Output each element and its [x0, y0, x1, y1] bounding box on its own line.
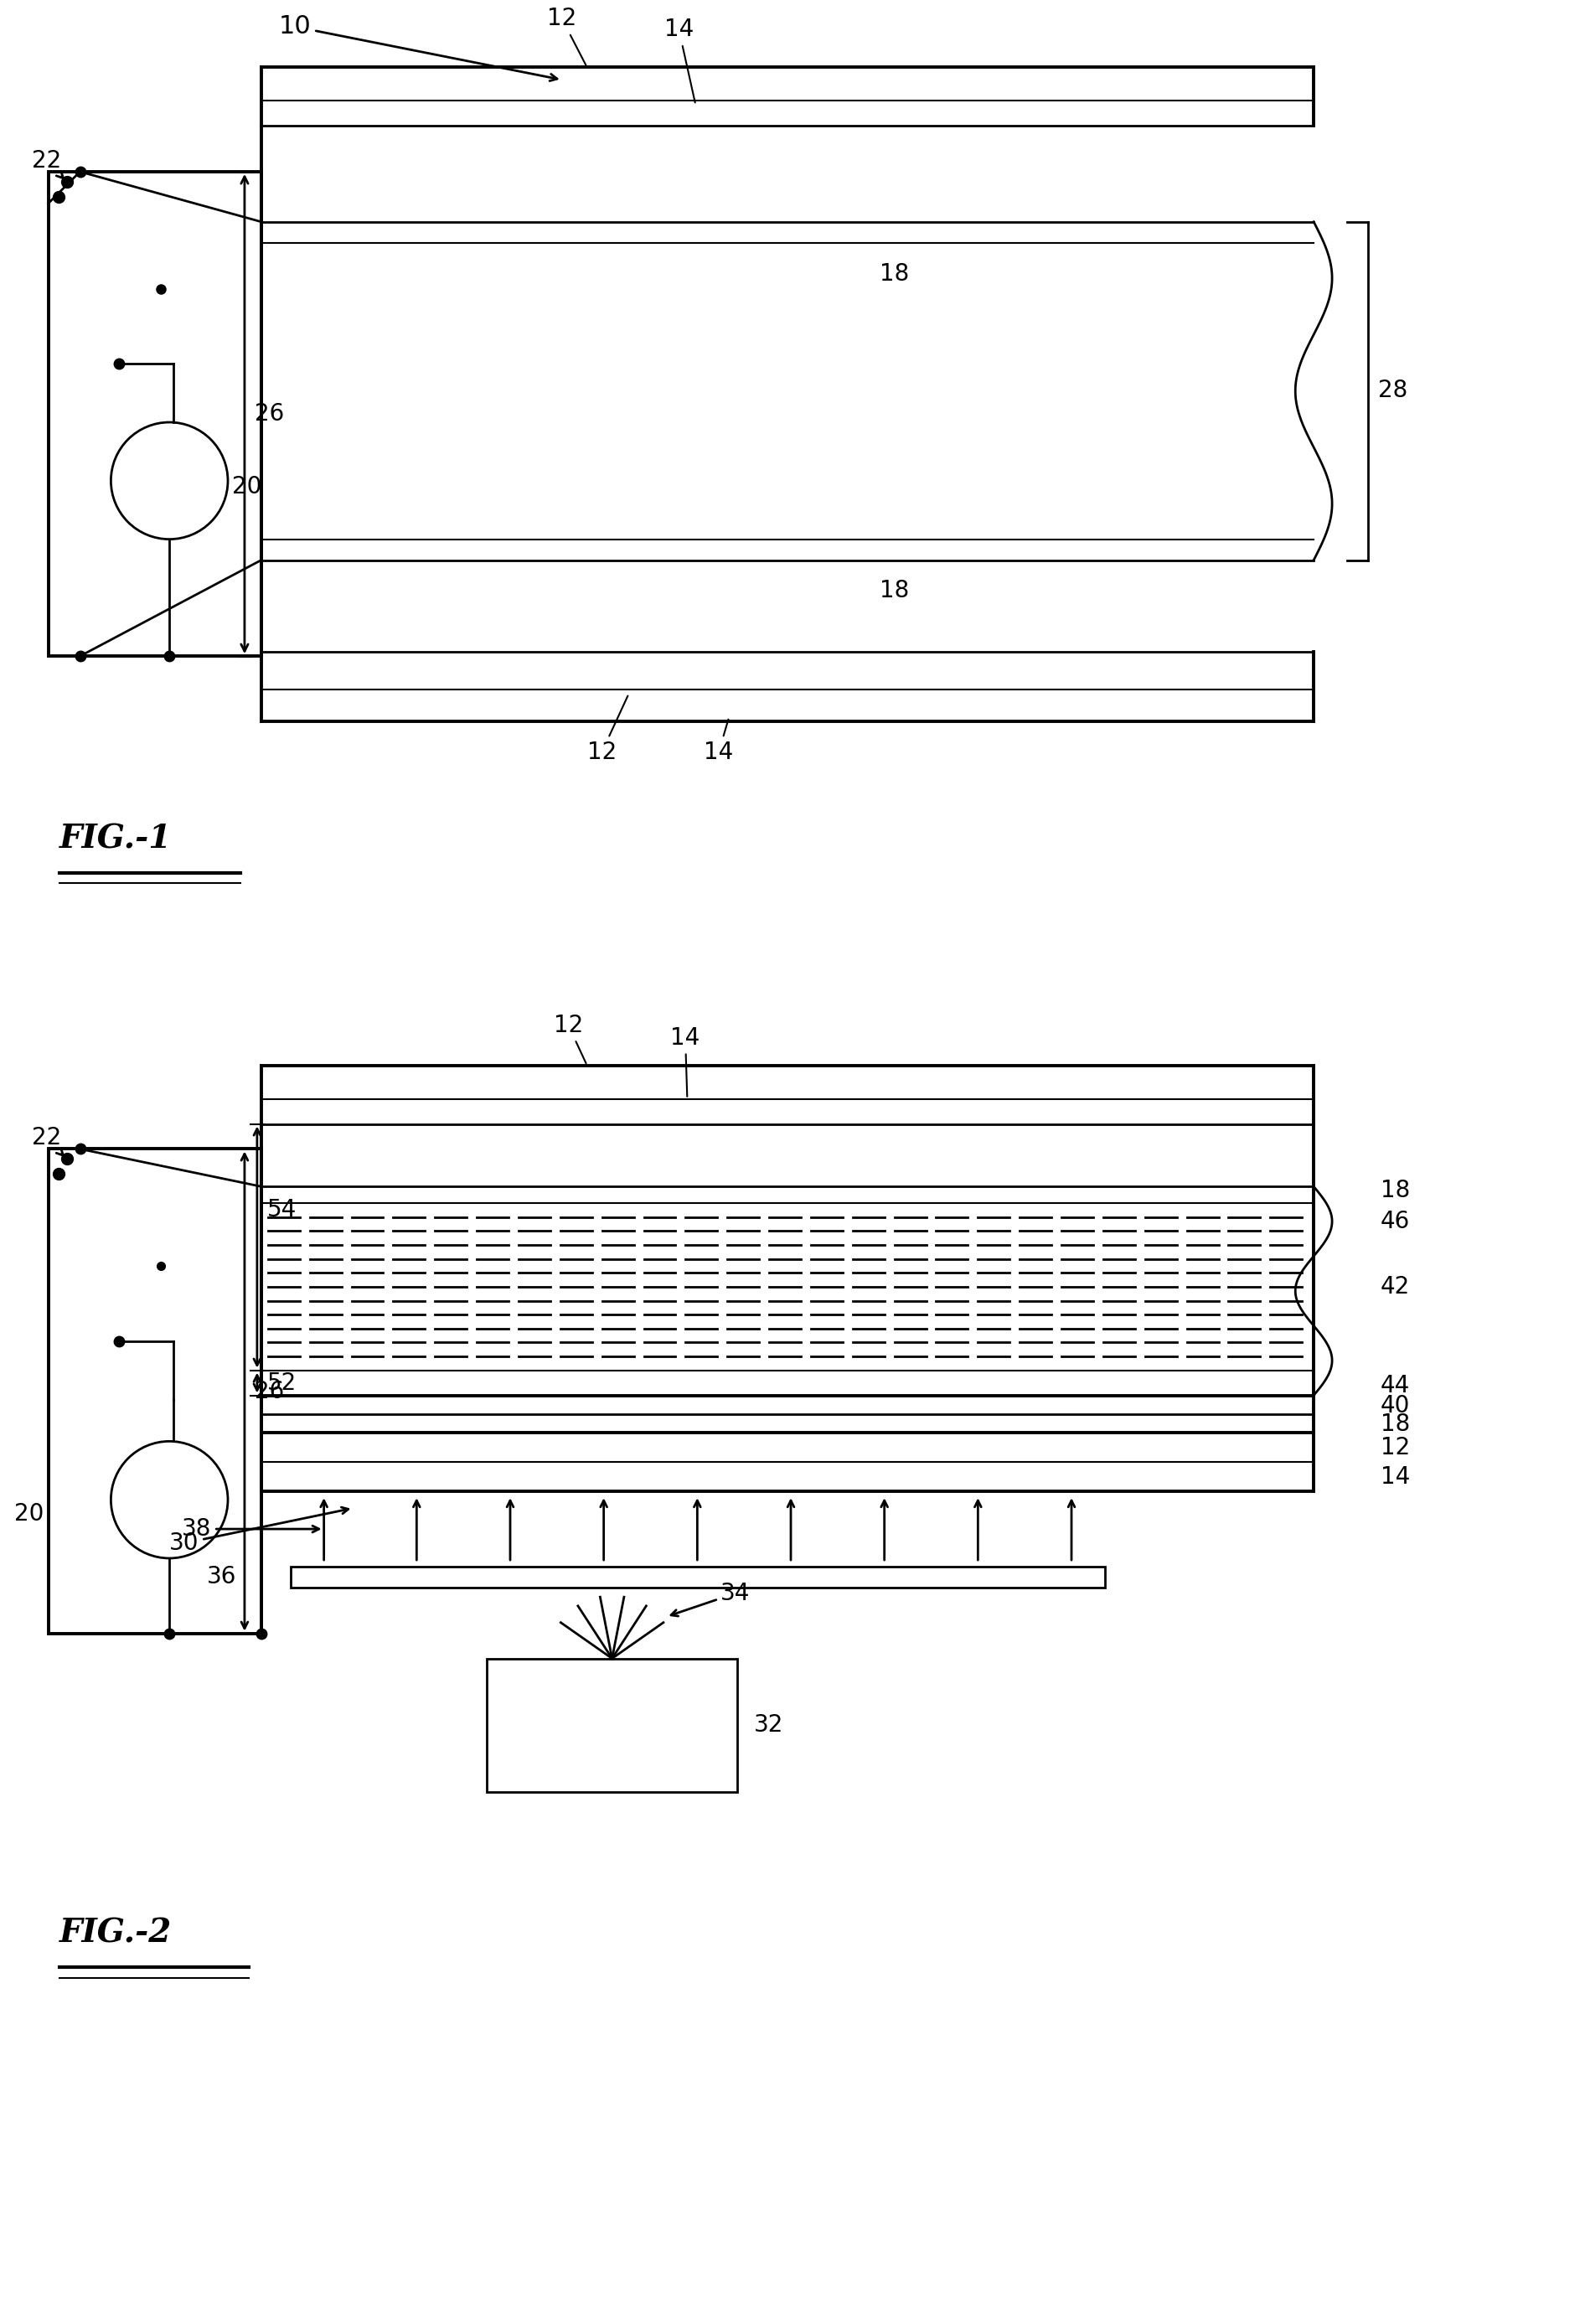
Text: FIG.-2: FIG.-2: [59, 1917, 171, 1950]
Text: 12: 12: [1381, 1436, 1411, 1459]
Bar: [487, 1659, 737, 1792]
Text: 42: 42: [1381, 1276, 1411, 1299]
Text: 36: 36: [208, 1564, 236, 1587]
Text: 38: 38: [182, 1518, 319, 1541]
Text: 32: 32: [754, 1713, 783, 1736]
Text: 34: 34: [670, 1583, 750, 1615]
Bar: [48, 1148, 262, 1634]
Text: 10: 10: [279, 14, 556, 81]
Text: 14: 14: [704, 720, 734, 765]
Text: 26: 26: [255, 402, 284, 425]
Text: 44: 44: [1381, 1373, 1411, 1397]
Text: 12: 12: [586, 695, 628, 765]
Text: 22: 22: [32, 1127, 63, 1155]
Text: 46: 46: [1381, 1211, 1411, 1234]
Text: 54: 54: [268, 1199, 296, 1222]
Text: 12: 12: [553, 1013, 586, 1064]
Text: 14: 14: [664, 19, 696, 102]
Text: 14: 14: [1381, 1466, 1411, 1490]
Text: 18: 18: [1381, 1413, 1411, 1436]
Text: 30: 30: [170, 1508, 349, 1555]
Text: 20: 20: [231, 474, 262, 497]
Bar: [48, 172, 262, 655]
Text: 52: 52: [268, 1371, 296, 1394]
Text: 18: 18: [1381, 1178, 1411, 1202]
Text: 26: 26: [255, 1380, 284, 1404]
Text: 40: 40: [1381, 1394, 1411, 1418]
Text: 22: 22: [32, 149, 63, 179]
Text: 18: 18: [880, 263, 908, 286]
Text: 18: 18: [880, 579, 908, 602]
Text: 14: 14: [670, 1027, 701, 1097]
Text: 28: 28: [1377, 379, 1407, 402]
Text: 12: 12: [547, 7, 586, 65]
Text: FIG.-1: FIG.-1: [59, 823, 171, 855]
Text: 20: 20: [14, 1501, 44, 1525]
